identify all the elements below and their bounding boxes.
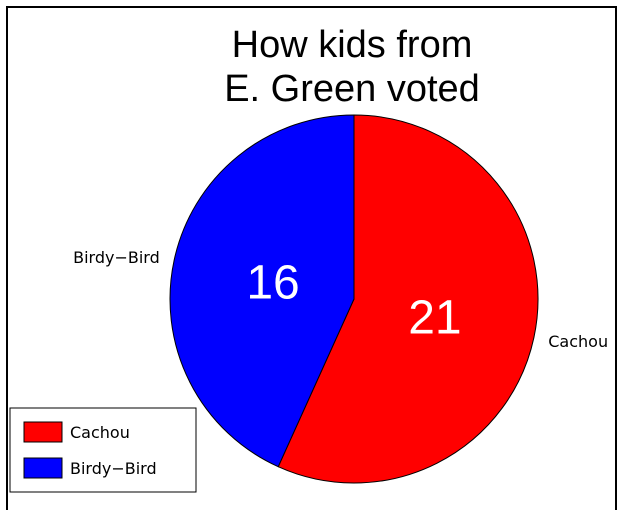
slice-label-cachou: Cachou: [548, 332, 608, 351]
chart-title-line-1: How kids from: [232, 24, 473, 66]
legend-swatch-birdy-bird: [23, 457, 63, 479]
legend: Cachou Birdy−Bird: [9, 407, 197, 493]
legend-swatch-cachou: [23, 421, 63, 443]
slice-value-cachou: 21: [408, 291, 461, 344]
pie-slice-cachou: [277, 114, 539, 484]
slice-label-birdy-bird: Birdy−Bird: [73, 248, 160, 267]
legend-box: [9, 407, 197, 493]
pie-value-labels: 21 16: [246, 257, 461, 345]
chart-frame-border: [6, 6, 617, 510]
legend-label-cachou: Cachou: [70, 423, 130, 442]
slice-value-birdy-bird: 16: [246, 257, 299, 310]
legend-label-birdy-bird: Birdy−Bird: [70, 459, 157, 478]
pie-slices: [169, 114, 539, 484]
pie-slice-birdy-bird: [169, 114, 355, 468]
chart-title-line-2: E. Green voted: [224, 68, 480, 110]
pie-outer-labels: Cachou Birdy−Bird: [73, 248, 608, 351]
